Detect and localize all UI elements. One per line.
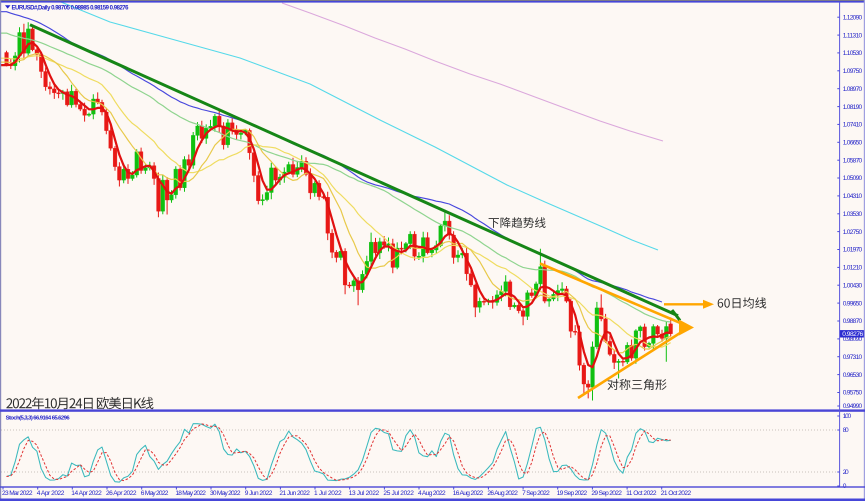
svg-text:EURUSD#,Daily 0.98705 0.98985: EURUSD#,Daily 0.98705 0.98985 0.98159 0.…: [12, 6, 130, 12]
svg-text:21 Jun 2022: 21 Jun 2022: [279, 490, 310, 497]
svg-text:1.04310: 1.04310: [843, 193, 863, 200]
svg-text:1.08970: 1.08970: [843, 86, 863, 93]
svg-text:1.02750: 1.02750: [843, 229, 863, 236]
svg-text:0.94990: 0.94990: [843, 403, 863, 410]
svg-text:0.95750: 0.95750: [843, 390, 863, 397]
svg-text:4 Apr 2022: 4 Apr 2022: [37, 490, 65, 497]
svg-text:21 Oct 2022: 21 Oct 2022: [661, 490, 692, 497]
svg-text:4 Aug 2022: 4 Aug 2022: [418, 490, 446, 497]
svg-text:23 Mar 2022: 23 Mar 2022: [2, 490, 33, 497]
svg-text:30 May 2022: 30 May 2022: [210, 490, 241, 497]
svg-text:13 Jul 2022: 13 Jul 2022: [349, 490, 380, 497]
svg-text:100: 100: [843, 413, 852, 420]
svg-text:9 Jun 2022: 9 Jun 2022: [245, 490, 273, 497]
svg-text:1.07410: 1.07410: [843, 122, 863, 129]
svg-text:0.99650: 0.99650: [843, 300, 863, 307]
svg-text:1.01970: 1.01970: [843, 247, 863, 254]
svg-text:6 May 2022: 6 May 2022: [141, 490, 169, 497]
svg-text:0.98870: 0.98870: [843, 318, 863, 325]
svg-text:1.01210: 1.01210: [843, 265, 863, 272]
svg-text:1.05870: 1.05870: [843, 157, 863, 164]
svg-text:1.06650: 1.06650: [843, 140, 863, 147]
svg-text:29 Sep 2022: 29 Sep 2022: [591, 490, 622, 497]
svg-text:20: 20: [843, 469, 849, 476]
svg-text:26 Apr 2022: 26 Apr 2022: [106, 490, 137, 497]
svg-text:0.98276: 0.98276: [842, 331, 863, 338]
svg-text:26 Aug 2022: 26 Aug 2022: [487, 490, 518, 497]
svg-text:16 Aug 2022: 16 Aug 2022: [453, 490, 484, 497]
svg-text:18 May 2022: 18 May 2022: [175, 490, 206, 497]
svg-text:80: 80: [843, 427, 849, 434]
svg-text:1.12090: 1.12090: [843, 14, 863, 21]
svg-text:1.09750: 1.09750: [843, 68, 863, 75]
svg-text:Stoch(5,3,3) 66.9164 65.6296: Stoch(5,3,3) 66.9164 65.6296: [6, 416, 71, 422]
svg-text:1 Jul 2022: 1 Jul 2022: [314, 490, 342, 497]
svg-text:7 Sep 2022: 7 Sep 2022: [522, 490, 550, 497]
svg-text:1.00430: 1.00430: [843, 282, 863, 289]
svg-text:1.08190: 1.08190: [843, 104, 863, 111]
svg-text:0.97310: 0.97310: [843, 354, 863, 361]
svg-text:1.05090: 1.05090: [843, 175, 863, 182]
svg-text:0.98090: 0.98090: [843, 336, 863, 343]
svg-text:0.96530: 0.96530: [843, 372, 863, 379]
svg-text:19 Sep 2022: 19 Sep 2022: [557, 490, 588, 497]
svg-text:11 Oct 2022: 11 Oct 2022: [626, 490, 657, 497]
svg-text:1.03530: 1.03530: [843, 211, 863, 218]
svg-text:1.11310: 1.11310: [843, 32, 863, 39]
svg-text:1.10530: 1.10530: [843, 50, 863, 57]
svg-text:25 Jul 2022: 25 Jul 2022: [383, 490, 414, 497]
svg-text:14 Apr 2022: 14 Apr 2022: [71, 490, 102, 497]
